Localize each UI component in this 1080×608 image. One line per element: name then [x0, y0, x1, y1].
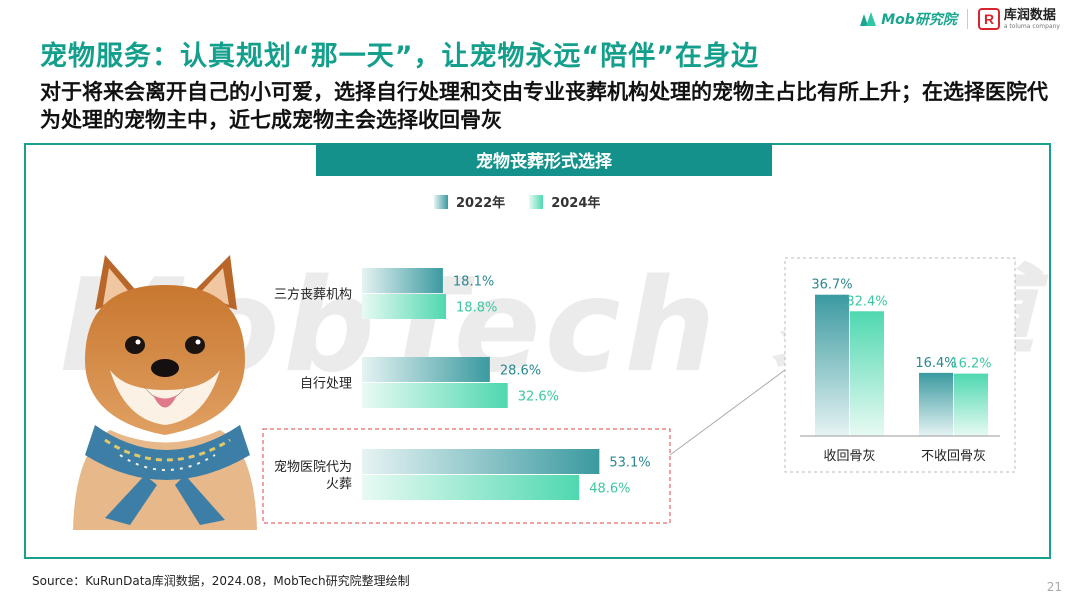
brand-logos: Mob研究院 R 库润数据 a toluma company [858, 8, 1060, 30]
kuran-logo: R 库润数据 a toluma company [977, 7, 1060, 30]
kuran-logo-icon: R [977, 8, 1000, 30]
kuran-logo-cn: 库润数据 [1003, 7, 1056, 23]
legend-label-2022: 2022年 [456, 196, 506, 211]
mob-logo-text: Mob研究院 [881, 12, 957, 28]
vdata-label-2022-0: 36.7% [811, 278, 852, 293]
vertical-bar-chart: 36.7%32.4% 收回骨灰 16.4%16.2% 不收回骨灰 [784, 257, 1016, 473]
vdata-label-2022-1: 16.4% [915, 356, 956, 371]
data-label-2024-1: 32.6% [518, 390, 559, 405]
vbar-2024-0 [850, 311, 884, 436]
data-label-2024-0: 18.8% [456, 301, 497, 316]
vbar-2022-0 [815, 294, 849, 436]
mob-logo: Mob研究院 [858, 9, 957, 29]
legend-label-2024: 2024年 [551, 196, 601, 211]
legend-swatch-2022 [434, 194, 448, 209]
chart-title: 宠物丧葬形式选择 [316, 143, 772, 176]
chart-legend: 2022年 2024年 [434, 192, 600, 211]
mob-logo-icon [860, 12, 877, 26]
page-title: 宠物服务：认真规划“那一天”，让宠物永远“陪伴”在身边 [40, 41, 759, 72]
vbar-2022-1 [919, 372, 953, 436]
category-label-0: 三方丧葬机构 [274, 287, 352, 303]
data-label-2022-1: 28.6% [500, 364, 541, 379]
bar-2022-0 [362, 268, 443, 293]
vdata-label-2024-1: 16.2% [950, 357, 991, 372]
vcategory-label-1: 不收回骨灰 [921, 449, 986, 464]
data-label-2022-2: 53.1% [609, 456, 650, 471]
category-label-2: 火葬 [326, 477, 352, 492]
legend-item-2022: 2022年 [434, 192, 505, 211]
legend-swatch-2024 [529, 194, 544, 209]
bar-2022-1 [362, 357, 490, 382]
bar-2024-2 [362, 475, 580, 500]
source-footnote: Source：KuRunData库润数据，2024.08，MobTech研究院整… [32, 574, 410, 588]
vcategory-label-0: 收回骨灰 [823, 449, 875, 464]
kuran-logo-en: a toluma company [1003, 22, 1060, 30]
page-subtitle: 对于将来会离开自己的小可爱，选择自行处理和交由专业丧葬机构处理的宠物主占比有所上… [40, 80, 1048, 132]
vbar-2024-1 [954, 373, 988, 436]
highlight-dashed-box [262, 428, 671, 524]
data-label-2024-2: 48.6% [589, 482, 630, 497]
horizontal-bar-chart: 18.1% 18.8% 三方丧葬机构 28.6% 32.6% 自行处理 53.1% 48.6%… [262, 268, 786, 524]
connector-line [669, 369, 786, 456]
page-number: 21 [1046, 580, 1062, 594]
category-label-2: 宠物医院代为 [274, 459, 352, 475]
vdata-label-2024-0: 32.4% [846, 294, 887, 309]
bar-2024-0 [362, 294, 447, 319]
shiba-dog-illustration [73, 255, 257, 530]
bar-2022-2 [362, 449, 600, 474]
data-label-2022-0: 18.1% [453, 275, 494, 290]
category-label-1: 自行处理 [300, 377, 352, 392]
bar-2024-1 [362, 383, 508, 408]
svg-text:R: R [984, 11, 994, 27]
legend-item-2024: 2024年 [529, 192, 600, 211]
